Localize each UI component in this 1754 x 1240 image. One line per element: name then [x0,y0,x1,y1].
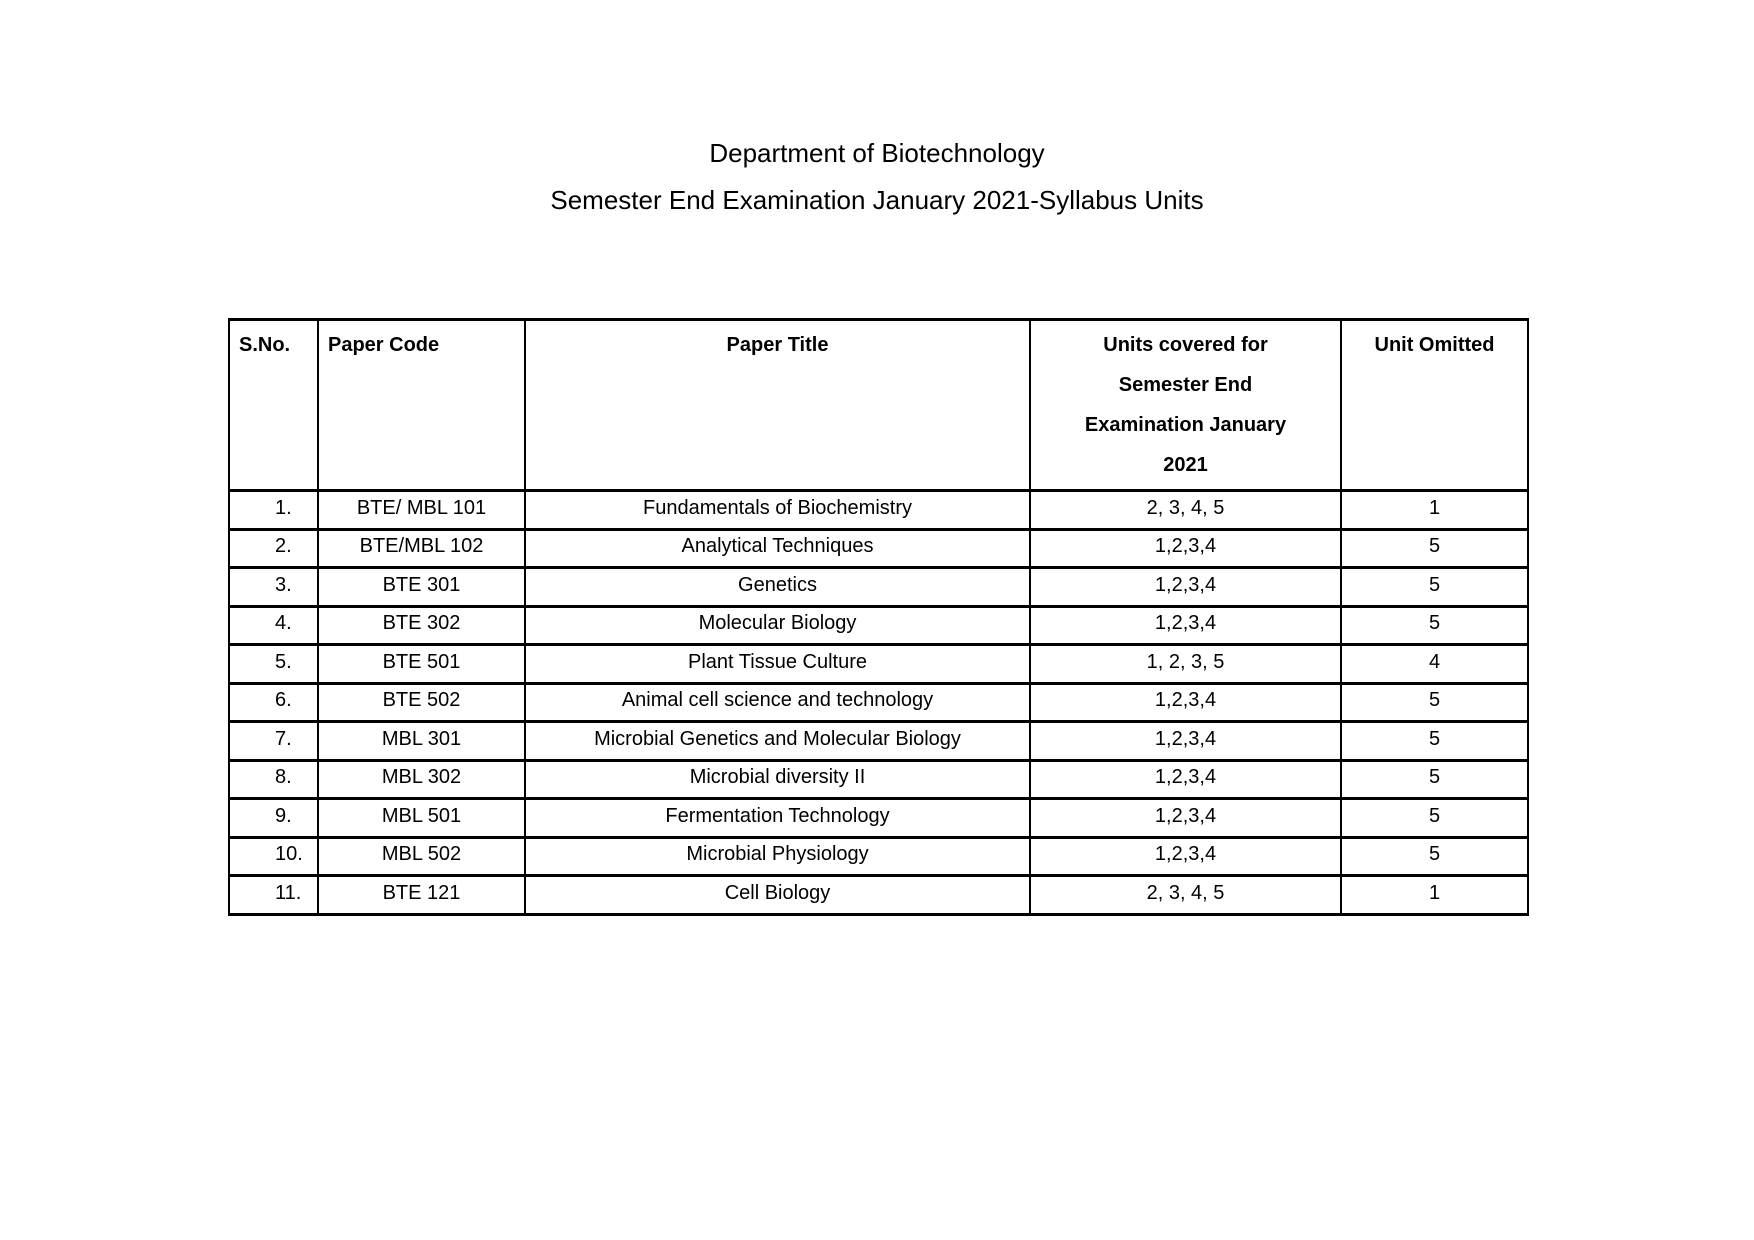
page-subtitle: Semester End Examination January 2021-Sy… [550,185,1204,215]
cell-paper-title: Analytical Techniques [524,527,1031,569]
cell-unit-omitted: 1 [1340,489,1529,531]
cell-paper-code: BTE/ MBL 101 [317,489,526,531]
cell-unit-omitted: 5 [1340,835,1529,877]
page-title: Department of Biotechnology [709,138,1045,168]
cell-unit-omitted: 5 [1340,797,1529,839]
cell-paper-title: Microbial Physiology [524,835,1031,877]
cell-units-covered: 2, 3, 4, 5 [1029,874,1342,916]
table-row: 6. BTE 502 Animal cell science and techn… [228,681,1529,723]
cell-sno: 9. [228,797,319,839]
cell-unit-omitted: 5 [1340,758,1529,800]
table-row: 9. MBL 501 Fermentation Technology 1,2,3… [228,797,1529,839]
cell-sno: 11. [228,874,319,916]
cell-units-covered: 1,2,3,4 [1029,835,1342,877]
cell-units-covered: 1,2,3,4 [1029,720,1342,762]
cell-unit-omitted: 5 [1340,527,1529,569]
cell-paper-code: BTE 302 [317,604,526,646]
table-row: 3. BTE 301 Genetics 1,2,3,4 5 [228,566,1529,608]
cell-unit-omitted: 5 [1340,720,1529,762]
cell-paper-code: BTE 502 [317,681,526,723]
table-row: 4. BTE 302 Molecular Biology 1,2,3,4 5 [228,604,1529,646]
cell-paper-title: Cell Biology [524,874,1031,916]
cell-units-covered: 2, 3, 4, 5 [1029,489,1342,531]
cell-units-covered: 1,2,3,4 [1029,604,1342,646]
cell-paper-title: Fermentation Technology [524,797,1031,839]
table-row: 2. BTE/MBL 102 Analytical Techniques 1,2… [228,527,1529,569]
cell-units-covered: 1,2,3,4 [1029,797,1342,839]
column-header-paper-code: Paper Code [317,318,526,492]
cell-paper-title: Microbial diversity II [524,758,1031,800]
cell-paper-title: Genetics [524,566,1031,608]
cell-paper-code: MBL 501 [317,797,526,839]
cell-paper-code: MBL 302 [317,758,526,800]
cell-unit-omitted: 5 [1340,604,1529,646]
cell-sno: 5. [228,643,319,685]
cell-unit-omitted: 5 [1340,566,1529,608]
cell-paper-code: BTE 301 [317,566,526,608]
cell-paper-code: MBL 502 [317,835,526,877]
cell-sno: 10. [228,835,319,877]
cell-units-covered: 1,2,3,4 [1029,758,1342,800]
cell-units-covered: 1,2,3,4 [1029,527,1342,569]
table-header-row: S.No. Paper Code Paper Title Units cover… [228,318,1529,492]
table-row: 7. MBL 301 Microbial Genetics and Molecu… [228,720,1529,762]
cell-paper-title: Fundamentals of Biochemistry [524,489,1031,531]
table-row: 11. BTE 121 Cell Biology 2, 3, 4, 5 1 [228,874,1529,916]
cell-sno: 6. [228,681,319,723]
cell-units-covered: 1, 2, 3, 5 [1029,643,1342,685]
column-header-unit-omitted: Unit Omitted [1340,318,1529,492]
table-row: 1. BTE/ MBL 101 Fundamentals of Biochemi… [228,489,1529,531]
cell-sno: 4. [228,604,319,646]
cell-sno: 2. [228,527,319,569]
cell-unit-omitted: 5 [1340,681,1529,723]
cell-paper-code: BTE 121 [317,874,526,916]
cell-units-covered: 1,2,3,4 [1029,566,1342,608]
cell-unit-omitted: 1 [1340,874,1529,916]
cell-paper-code: MBL 301 [317,720,526,762]
cell-paper-title: Animal cell science and technology [524,681,1031,723]
cell-unit-omitted: 4 [1340,643,1529,685]
table-row: 5. BTE 501 Plant Tissue Culture 1, 2, 3,… [228,643,1529,685]
column-header-units-covered: Units covered for Semester End Examinati… [1029,318,1342,492]
cell-paper-title: Microbial Genetics and Molecular Biology [524,720,1031,762]
cell-units-covered: 1,2,3,4 [1029,681,1342,723]
table-row: 10. MBL 502 Microbial Physiology 1,2,3,4… [228,835,1529,877]
cell-paper-title: Molecular Biology [524,604,1031,646]
table-row: 8. MBL 302 Microbial diversity II 1,2,3,… [228,758,1529,800]
syllabus-units-table: S.No. Paper Code Paper Title Units cover… [228,318,1529,916]
cell-paper-code: BTE 501 [317,643,526,685]
cell-sno: 7. [228,720,319,762]
column-header-paper-title: Paper Title [524,318,1031,492]
cell-sno: 3. [228,566,319,608]
column-header-sno: S.No. [228,318,319,492]
cell-sno: 8. [228,758,319,800]
cell-paper-code: BTE/MBL 102 [317,527,526,569]
cell-sno: 1. [228,489,319,531]
cell-paper-title: Plant Tissue Culture [524,643,1031,685]
